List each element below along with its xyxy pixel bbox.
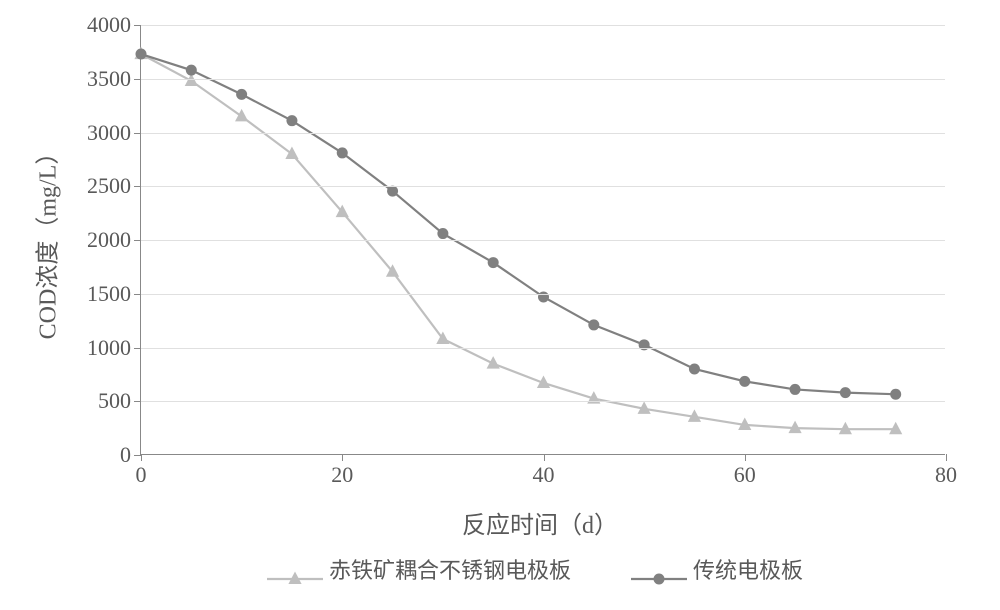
y-tick-label: 500 [98, 388, 131, 414]
series-marker-hematite [285, 147, 298, 159]
legend-label: 赤铁矿耦合不锈钢电极板 [329, 553, 571, 585]
y-tick-mark [134, 240, 141, 241]
y-tick-label: 0 [120, 442, 131, 468]
grid-line [141, 294, 945, 295]
x-tick-label: 0 [136, 462, 147, 488]
x-tick-mark [342, 454, 343, 461]
x-tick-mark [141, 454, 142, 461]
series-marker-traditional [639, 339, 650, 350]
y-tick-mark [134, 455, 141, 456]
series-marker-traditional [890, 389, 901, 400]
y-tick-label: 2500 [87, 173, 131, 199]
x-tick-mark [946, 454, 947, 461]
y-tick-mark [134, 133, 141, 134]
y-tick-label: 3500 [87, 66, 131, 92]
series-marker-hematite [235, 109, 248, 121]
y-tick-mark [134, 186, 141, 187]
x-tick-label: 40 [533, 462, 555, 488]
x-tick-label: 60 [734, 462, 756, 488]
series-marker-traditional [136, 49, 147, 60]
series-marker-traditional [236, 89, 247, 100]
legend-item-hematite: 赤铁矿耦合不锈钢电极板 [267, 553, 571, 585]
x-axis-title: 反应时间（d） [462, 505, 618, 540]
series-marker-traditional [437, 228, 448, 239]
legend: 赤铁矿耦合不锈钢电极板 传统电极板 [225, 553, 845, 585]
y-tick-label: 3000 [87, 120, 131, 146]
legend-label: 传统电极板 [693, 553, 803, 585]
y-tick-mark [134, 401, 141, 402]
series-marker-hematite [839, 422, 852, 434]
grid-line [141, 133, 945, 134]
plot-area: 0500100015002000250030003500400002040608… [140, 25, 945, 455]
series-marker-traditional [840, 387, 851, 398]
chart-container: 0 500 1000 1500 2000 2500 3000 3500 4000 0 20 40 60 8… [0, 0, 1000, 610]
y-tick-label: 4000 [87, 12, 131, 38]
series-marker-traditional [488, 257, 499, 268]
y-tick-label: 1000 [87, 335, 131, 361]
series-marker-traditional [186, 65, 197, 76]
series-marker-traditional [739, 376, 750, 387]
series-marker-traditional [588, 319, 599, 330]
series-marker-traditional [790, 384, 801, 395]
y-tick-label: 1500 [87, 281, 131, 307]
x-tick-mark [745, 454, 746, 461]
series-line-traditional [141, 54, 896, 394]
grid-line [141, 25, 945, 26]
legend-item-traditional: 传统电极板 [631, 553, 803, 585]
series-marker-traditional [286, 115, 297, 126]
series-line-hematite [141, 54, 896, 429]
y-axis-title: COD浓度（mg/L） [28, 141, 63, 340]
grid-line [141, 348, 945, 349]
grid-line [141, 240, 945, 241]
y-tick-mark [134, 79, 141, 80]
series-marker-hematite [889, 422, 902, 434]
x-tick-label: 20 [331, 462, 353, 488]
y-tick-label: 2000 [87, 227, 131, 253]
y-tick-mark [134, 294, 141, 295]
x-tick-label: 80 [935, 462, 957, 488]
grid-line [141, 401, 945, 402]
y-tick-mark [134, 25, 141, 26]
series-marker-traditional [689, 364, 700, 375]
y-tick-mark [134, 348, 141, 349]
grid-line [141, 79, 945, 80]
series-marker-traditional [337, 147, 348, 158]
grid-line [141, 186, 945, 187]
x-tick-mark [544, 454, 545, 461]
